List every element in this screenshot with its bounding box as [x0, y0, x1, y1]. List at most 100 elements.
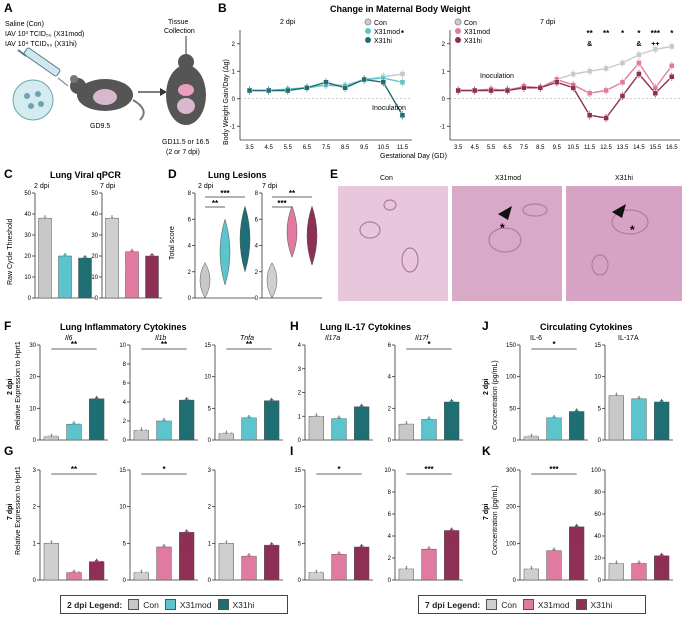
y-tick-label: 150 — [506, 343, 517, 349]
y-tick-label: 6 — [388, 343, 392, 349]
panel-j-ylabel: Concentration (pg/mL) — [492, 360, 499, 430]
data-point — [619, 79, 626, 85]
y-tick-label: 4 — [255, 244, 259, 250]
data-point — [159, 549, 164, 554]
x-tick-label: 7.5 — [520, 145, 529, 151]
bar — [105, 217, 119, 299]
data-point — [92, 562, 97, 567]
legend-item: X31mod — [164, 599, 212, 610]
data-point — [229, 432, 234, 437]
x-tick-label: 6.5 — [503, 145, 512, 151]
legend-marker — [365, 28, 371, 34]
data-point — [78, 268, 83, 273]
panel-c-title: Lung Viral qPCR — [50, 170, 121, 180]
y-tick-label: 0 — [188, 296, 192, 302]
data-point — [471, 87, 478, 94]
panel-k-ylabel: Concentration (pg/mL) — [492, 485, 499, 555]
panel-a-line-2: IAV 10³ TCID₅₀ (X31mod) — [5, 31, 84, 38]
row-label-7dpi: 7 dpi — [7, 504, 14, 520]
data-point — [657, 557, 662, 562]
data-point — [336, 552, 341, 557]
data-point — [554, 79, 560, 85]
data-point — [94, 396, 99, 401]
data-point — [664, 402, 669, 407]
data-point — [161, 545, 166, 550]
histology-label-hi: X31hi — [615, 175, 633, 182]
data-point — [54, 435, 59, 440]
y-tick-label: 2 — [388, 556, 392, 562]
bar — [608, 395, 624, 441]
x-tick-label: 4.5 — [264, 145, 273, 151]
panel-d-sub-7dpi: 7 dpi — [262, 183, 278, 190]
y-tick-label: 6 — [388, 512, 392, 518]
legend-marker — [454, 18, 462, 26]
significance-marker: * — [162, 465, 166, 474]
data-point — [547, 557, 552, 562]
inoculation-label-7dpi: Inoculation — [480, 73, 514, 80]
panel-d-sub-2dpi: 2 dpi — [198, 183, 214, 190]
x-tick-label: 9.5 — [360, 145, 369, 151]
y-tick-label: 5 — [208, 406, 212, 412]
y-tick-label: 2 — [232, 42, 236, 48]
data-point — [616, 403, 621, 408]
data-point — [549, 419, 554, 424]
panel-letter-b: B — [218, 1, 227, 15]
violin-shape — [266, 262, 278, 299]
bar — [631, 398, 647, 441]
x-tick-label: 11.5 — [397, 145, 409, 151]
data-point — [611, 563, 616, 568]
y-tick-label: 10 — [384, 468, 391, 474]
data-point — [107, 228, 112, 233]
panel-a-collect-dpi: (2 or 7 dpi) — [166, 149, 200, 156]
data-point — [664, 555, 669, 560]
data-point — [97, 406, 102, 411]
legend-swatch — [486, 599, 498, 610]
data-point — [404, 567, 409, 572]
data-point — [342, 85, 348, 91]
y-tick-label: 10 — [91, 275, 98, 281]
data-point — [637, 396, 642, 401]
bar — [354, 406, 370, 441]
data-point — [166, 420, 171, 425]
y-tick-label: 6 — [255, 217, 259, 223]
panel-c-ylabel: Raw Cycle Threshold — [7, 218, 14, 285]
x-tick-label: 3.5 — [454, 145, 463, 151]
chart-b-2dpi: -1 0 1 2 3.5 4.5 5.5 6.5 7.5 8.5 9.5 10.5 11.5 * — [230, 29, 412, 151]
data-point — [319, 571, 324, 576]
y-tick-label: 2 — [188, 270, 192, 276]
data-point — [652, 90, 659, 96]
y-tick-label: 0 — [33, 438, 37, 444]
violin-shape — [239, 205, 251, 273]
syringe-icon — [17, 47, 69, 87]
y-tick-label: 10 — [24, 275, 31, 281]
data-point — [637, 561, 642, 566]
significance-marker: ** — [71, 340, 78, 349]
data-point — [97, 563, 102, 568]
data-point — [285, 87, 291, 94]
bar — [179, 532, 195, 581]
bar — [179, 399, 195, 441]
data-point — [586, 68, 593, 74]
bar — [569, 411, 585, 441]
y-tick-label: 3 — [298, 367, 302, 373]
data-point — [265, 87, 272, 94]
significance-marker: * — [637, 29, 641, 38]
significance-marker: ** — [161, 340, 168, 349]
data-point — [132, 260, 137, 265]
legend-label: Con — [464, 20, 477, 27]
y-tick-label: 0 — [123, 438, 127, 444]
data-point — [246, 87, 253, 94]
y-tick-label: 15 — [294, 468, 301, 474]
y-tick-label: 2 — [298, 391, 302, 397]
y-tick-label: 4 — [388, 534, 392, 540]
data-point — [332, 560, 337, 565]
data-point — [182, 537, 187, 542]
data-point — [636, 52, 642, 58]
panel-e-histology: Con X31mod X31hi * * — [338, 175, 682, 301]
histology-image-hi — [566, 186, 682, 301]
significance-marker: *** — [277, 199, 287, 208]
significance-marker: * — [337, 465, 341, 474]
data-point — [449, 399, 454, 404]
data-point — [147, 260, 152, 265]
data-point — [54, 544, 59, 549]
